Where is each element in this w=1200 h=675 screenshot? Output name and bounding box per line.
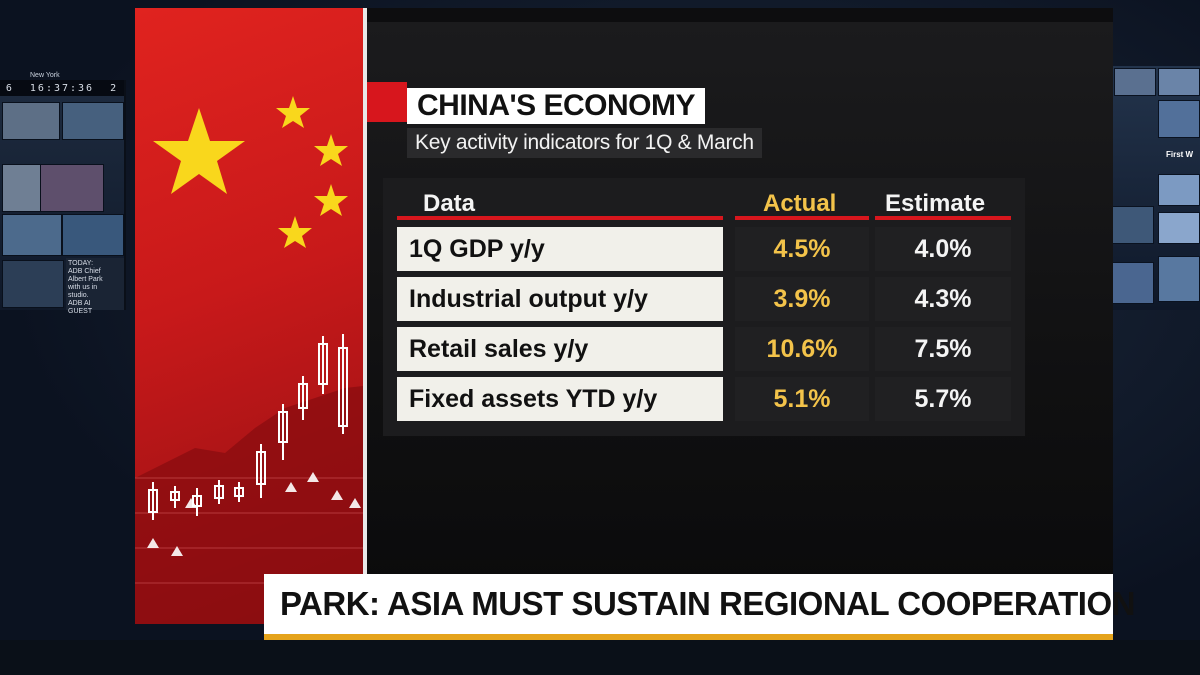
column-header-data: Data — [423, 190, 476, 217]
guest-line: with us in — [68, 284, 98, 291]
guest-line: studio. — [68, 292, 89, 299]
flag-and-candlestick-art — [135, 96, 363, 624]
graphic-title: CHINA'S ECONOMY — [407, 88, 705, 124]
panel-divider — [363, 8, 367, 624]
monitor-tile — [2, 214, 62, 256]
monitor-tile — [2, 260, 64, 308]
header-underline — [397, 216, 723, 220]
triangle-marker-icons — [147, 472, 361, 556]
estimate-value: 5.7% — [875, 377, 1011, 421]
monitor-tile — [1158, 256, 1200, 302]
row-label: Fixed assets YTD y/y — [397, 377, 723, 421]
indicators-table: Data Actual Estimate 1Q GDP y/y 4.5% 4.0… — [383, 178, 1025, 436]
row-label: Retail sales y/y — [397, 327, 723, 371]
anchor-monitor-tile — [40, 164, 104, 212]
header-underline — [735, 216, 869, 220]
monitor-label: First W — [1166, 150, 1194, 159]
actual-value: 10.6% — [735, 327, 869, 371]
header-underline — [875, 216, 1011, 220]
small-star-icon — [278, 216, 312, 248]
guest-line: ADB AI — [68, 300, 91, 307]
actual-value: 3.9% — [735, 277, 869, 321]
studio-monitor-wall-right: First W — [1110, 66, 1200, 310]
estimate-value: 7.5% — [875, 327, 1011, 371]
monitor-tile — [62, 102, 124, 140]
lower-third-banner: PARK: ASIA MUST SUSTAIN REGIONAL COOPERA… — [264, 574, 1135, 640]
monitor-tile — [1158, 174, 1200, 206]
column-header-estimate: Estimate — [885, 190, 986, 217]
monitor-tile — [62, 214, 124, 256]
monitor-tile — [2, 102, 60, 140]
monitor-tile — [1114, 68, 1156, 96]
monitor-tile — [1112, 262, 1154, 304]
monitor-tile — [1158, 100, 1200, 138]
estimate-value: 4.3% — [875, 277, 1011, 321]
guest-line: Albert Park — [68, 276, 103, 283]
actual-value: 4.5% — [735, 227, 869, 271]
monitor-tile — [1158, 212, 1200, 244]
small-star-icon — [314, 184, 348, 216]
small-star-icon — [276, 96, 310, 128]
area-chart-shape — [135, 386, 363, 624]
actual-value: 5.1% — [735, 377, 869, 421]
studio-clock: 6 16:37:36 2 — [0, 80, 124, 96]
china-flag-icon — [135, 8, 363, 624]
graphic-subtitle: Key activity indicators for 1Q & March — [407, 128, 762, 158]
column-header-actual: Actual — [763, 190, 837, 217]
big-star-icon — [153, 108, 245, 194]
candlestick-icons — [148, 334, 348, 520]
clock-time: 16:37:36 — [29, 82, 95, 94]
studio-monitor-wall-left: 6 16:37:36 2 New York TODAY: ADB Chief A… — [0, 72, 126, 315]
clock-left-digit: 6 — [5, 82, 14, 94]
guest-promo-tile: TODAY: ADB Chief Albert Park with us in … — [66, 258, 124, 315]
monitor-tile — [1112, 206, 1154, 244]
clock-city: New York — [30, 72, 60, 79]
monitor-tile — [1158, 68, 1200, 96]
clock-right-digit: 2 — [110, 82, 119, 94]
guest-line: GUEST — [68, 308, 93, 315]
row-label: 1Q GDP y/y — [397, 227, 723, 271]
row-label: Industrial output y/y — [397, 277, 723, 321]
headline-text: PARK: ASIA MUST SUSTAIN REGIONAL COOPERA… — [280, 585, 1135, 622]
guest-line: TODAY: — [68, 260, 94, 267]
guest-line: ADB Chief — [68, 268, 101, 275]
studio-floor — [0, 640, 1200, 675]
estimate-value: 4.0% — [875, 227, 1011, 271]
small-star-icon — [314, 134, 348, 166]
title-accent-bar — [367, 82, 407, 122]
